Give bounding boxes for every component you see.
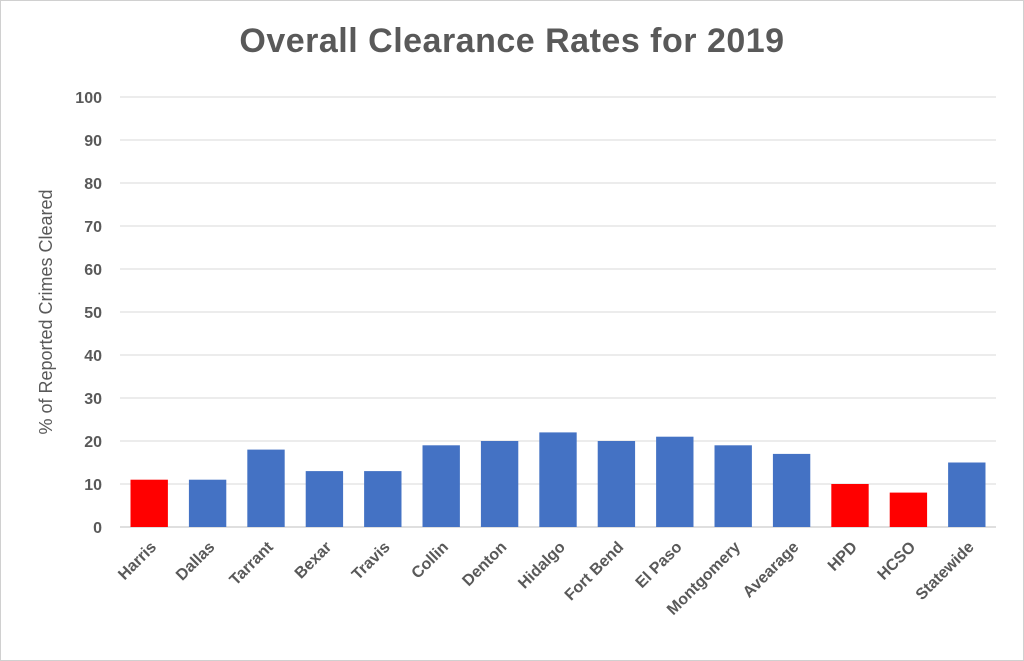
bar-travis: [364, 471, 402, 527]
x-tick-label: El Paso: [633, 539, 686, 592]
x-tick-label: HCSO: [875, 539, 920, 584]
y-tick-label: 60: [84, 262, 102, 279]
y-axis-ticks: 0 10 20 30 40 50 60 70 80 90 100: [75, 90, 102, 537]
bar-hpd: [831, 484, 869, 527]
y-tick-label: 70: [84, 219, 102, 236]
y-tick-label: 0: [93, 520, 102, 537]
y-tick-label: 40: [84, 348, 102, 365]
y-tick-label: 100: [75, 90, 102, 107]
x-tick-label: Harris: [115, 539, 160, 584]
bar-fort-bend: [597, 441, 636, 527]
x-tick-label: Fort Bend: [562, 539, 627, 604]
x-tick-label: HPD: [825, 539, 861, 575]
x-axis-ticks: Harris Dallas Tarrant Bexar Travis Collin Dent…: [115, 538, 977, 618]
bar-collin: [422, 445, 460, 527]
bar-statewide: [948, 462, 986, 527]
bar-hcso: [889, 492, 928, 527]
chart-title: Overall Clearance Rates for 2019: [239, 22, 785, 60]
y-tick-label: 10: [84, 477, 102, 494]
y-axis-label: % of Reported Crimes Cleared: [36, 189, 56, 434]
bar-el-paso: [656, 436, 694, 527]
x-tick-label: Dallas: [173, 539, 218, 584]
bar-bexar: [305, 471, 344, 527]
bar-tarrant: [247, 449, 285, 527]
bar-dallas: [188, 479, 227, 527]
x-tick-label: Hidalgo: [515, 539, 569, 593]
y-tick-label: 90: [84, 133, 102, 150]
x-tick-label: Bexar: [292, 539, 335, 582]
bar-montgomery: [714, 445, 752, 527]
x-tick-label: Denton: [459, 539, 510, 590]
x-tick-label: Statewide: [913, 539, 978, 604]
gridlines: [120, 96, 996, 528]
bar-avearage: [772, 453, 811, 527]
bar-denton: [480, 441, 519, 527]
bar-hidalgo: [539, 432, 577, 527]
y-tick-label: 30: [84, 391, 102, 408]
y-tick-label: 50: [84, 305, 102, 322]
y-tick-label: 80: [84, 176, 102, 193]
x-tick-label: Avearage: [740, 539, 803, 602]
x-tick-label: Tarrant: [227, 538, 278, 589]
y-tick-label: 20: [84, 434, 102, 451]
x-tick-label: Travis: [349, 539, 394, 584]
bar-harris: [130, 479, 168, 527]
x-tick-label: Collin: [409, 539, 452, 582]
bars: [130, 432, 986, 527]
